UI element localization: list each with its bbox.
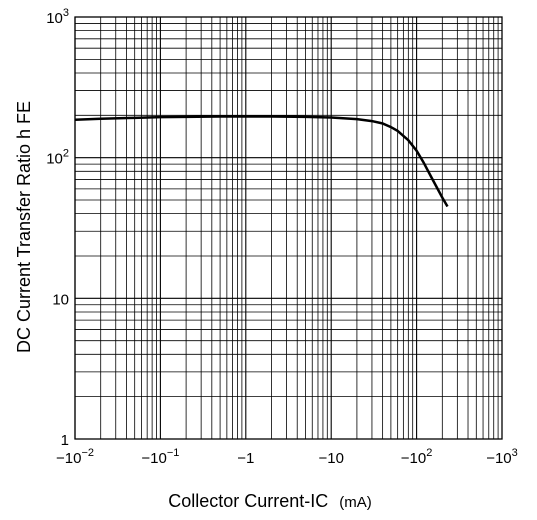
- y-tick-labels: 1 10 102 103: [46, 7, 69, 449]
- x-tick-label: −1: [237, 450, 254, 467]
- major-grid: [74, 17, 502, 440]
- plot-frame: [74, 16, 503, 440]
- x-tick-label: −102: [401, 447, 433, 467]
- x-axis-label-group: Collector Current-IC (mA): [168, 491, 372, 511]
- y-tick-label: 103: [46, 7, 69, 27]
- x-axis-unit: (mA): [339, 494, 372, 511]
- x-tick-label: −103: [486, 447, 518, 467]
- x-tick-label: −10−2: [56, 447, 94, 467]
- x-tick-label: −10−1: [141, 447, 179, 467]
- y-axis-label: DC Current Transfer Ratio h FE: [14, 101, 34, 353]
- y-tick-label: 1: [61, 432, 69, 449]
- x-tick-label: −10: [318, 450, 343, 467]
- minor-grid: [75, 17, 502, 439]
- x-tick-labels: −10−2 −10−1 −1 −10 −102 −103: [56, 447, 518, 467]
- x-axis-label: Collector Current-IC: [168, 491, 328, 511]
- y-tick-label: 10: [52, 291, 69, 308]
- y-tick-label: 102: [46, 148, 69, 168]
- series-line-hfe: [74, 115, 449, 208]
